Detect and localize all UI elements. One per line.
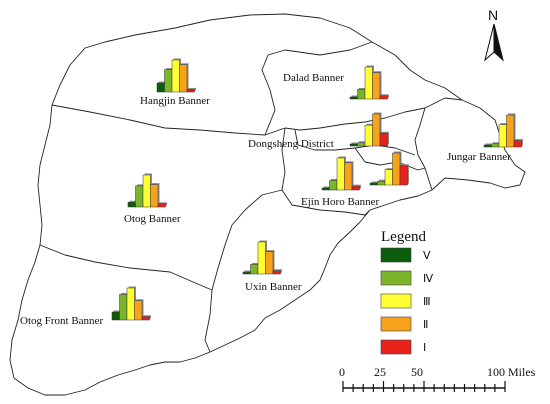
region-labels: Hangjin Banner Dalad Banner Dongsheng Dist… (20, 72, 511, 327)
chart-bar-V (111, 311, 120, 321)
chart-bar-III (142, 174, 151, 208)
chart-bar-I (186, 89, 195, 93)
chart-bar-II (265, 251, 274, 275)
region-label: Ejin Horo Banner (301, 196, 380, 208)
chart-bar-III (126, 287, 135, 321)
chart-bar-V (349, 143, 358, 147)
region-label: Dongsheng District (248, 138, 334, 150)
chart-bar-III (336, 157, 345, 191)
chart-bar-III (384, 169, 393, 186)
chart-bar-V (156, 82, 165, 93)
legend-label-II: Ⅱ (423, 319, 428, 331)
scale-bar: 0 25 50 100 Miles (339, 365, 536, 392)
outer-boundary (9, 13, 526, 396)
chart-bar-I (157, 203, 166, 208)
scale-tick-label-0: 0 (339, 365, 345, 379)
chart-bar-V (321, 187, 330, 191)
border-hangjin-dalad (261, 41, 373, 136)
chart-bar-III (364, 66, 373, 100)
border-jungar (414, 107, 433, 191)
chart-bar-II (372, 113, 381, 147)
legend-label-I: Ⅰ (423, 342, 426, 354)
chart-bar-I (272, 270, 281, 275)
chart-bar-I (513, 140, 522, 148)
border-dongsheng (294, 129, 416, 156)
chart-bar-V (349, 96, 358, 100)
region-label: Otog Banner (124, 213, 181, 225)
north-label: N (488, 7, 498, 23)
region-label: Dalad Banner (283, 72, 344, 84)
scale-tick-label-50: 50 (411, 365, 423, 379)
chart-bar-IV (135, 185, 144, 208)
chart-bar-IV (119, 294, 128, 321)
chart-bar-II (344, 162, 353, 191)
chart-bar-III (257, 241, 266, 275)
legend-swatch-III (380, 293, 412, 309)
chart-bar-I (379, 132, 388, 147)
chart-bar-II (372, 72, 381, 100)
region-label: Hangjin Banner (140, 95, 210, 107)
legend-swatch-IV (380, 270, 412, 286)
chart-bar-I (141, 316, 150, 321)
border-hangjin-otog (51, 104, 286, 136)
chart-bar-I (399, 165, 408, 186)
chart-bar-II (150, 184, 159, 208)
region-label: Uxin Banner (245, 281, 302, 293)
chart-bar-IV (164, 69, 173, 93)
chart-bar-I (351, 185, 360, 191)
chart-bar-V (127, 201, 136, 208)
chart-bar-V (369, 182, 378, 186)
border-ejinhoro-east (354, 147, 426, 171)
north-arrow: N (484, 7, 504, 62)
legend-label-III: Ⅲ (423, 296, 431, 308)
chart-bar-III (364, 124, 373, 147)
region-charts (111, 58, 523, 321)
chart-bar-IV (377, 180, 386, 186)
north-arrow-left (484, 23, 495, 62)
north-arrow-right (493, 23, 504, 62)
legend-title: Legend (381, 229, 426, 245)
chart-bar-II (179, 64, 188, 93)
legend-swatch-I (380, 339, 412, 355)
chart-bar-IV (491, 143, 500, 148)
legend-swatch-V (380, 247, 412, 263)
chart-bar-shadow (371, 181, 379, 184)
region-label: Jungar Banner (447, 151, 511, 163)
chart-bar-shadow (485, 143, 493, 146)
chart-bar-II (506, 114, 515, 148)
chart-bar-IV (357, 142, 366, 147)
scale-ticks (342, 381, 506, 392)
legend-swatch-II (380, 316, 412, 332)
border-otog-uxin (204, 189, 283, 353)
chart-bar-IV (329, 180, 338, 191)
map-boundaries (9, 13, 526, 396)
chart-bar-V (242, 271, 251, 275)
chart-bar-IV (250, 264, 259, 275)
scale-tick-label-25: 25 (374, 365, 386, 379)
region-label: Otog Front Banner (20, 315, 103, 327)
legend: Legend Ⅴ Ⅳ Ⅲ Ⅱ Ⅰ (380, 229, 434, 355)
chart-bar-II (134, 300, 143, 321)
chart-bar-shadow (351, 142, 359, 145)
chart-bar-shadow (244, 270, 252, 273)
scale-tick-label-100: 100 Miles (487, 365, 536, 379)
chart-bar-IV (357, 89, 366, 100)
chart-bar-III (171, 59, 180, 93)
chart-bar-III (498, 124, 507, 148)
chart-bar-shadow (323, 186, 331, 189)
chart-bar-V (483, 144, 492, 148)
chart-bar-I (379, 95, 388, 100)
legend-label-V: Ⅴ (423, 250, 431, 262)
chart-bar-shadow (351, 95, 359, 98)
border-ejinhoro (281, 127, 371, 216)
legend-label-IV: Ⅳ (423, 273, 434, 285)
border-otog-otogfront (39, 244, 213, 291)
chart-bar-II (392, 152, 401, 186)
